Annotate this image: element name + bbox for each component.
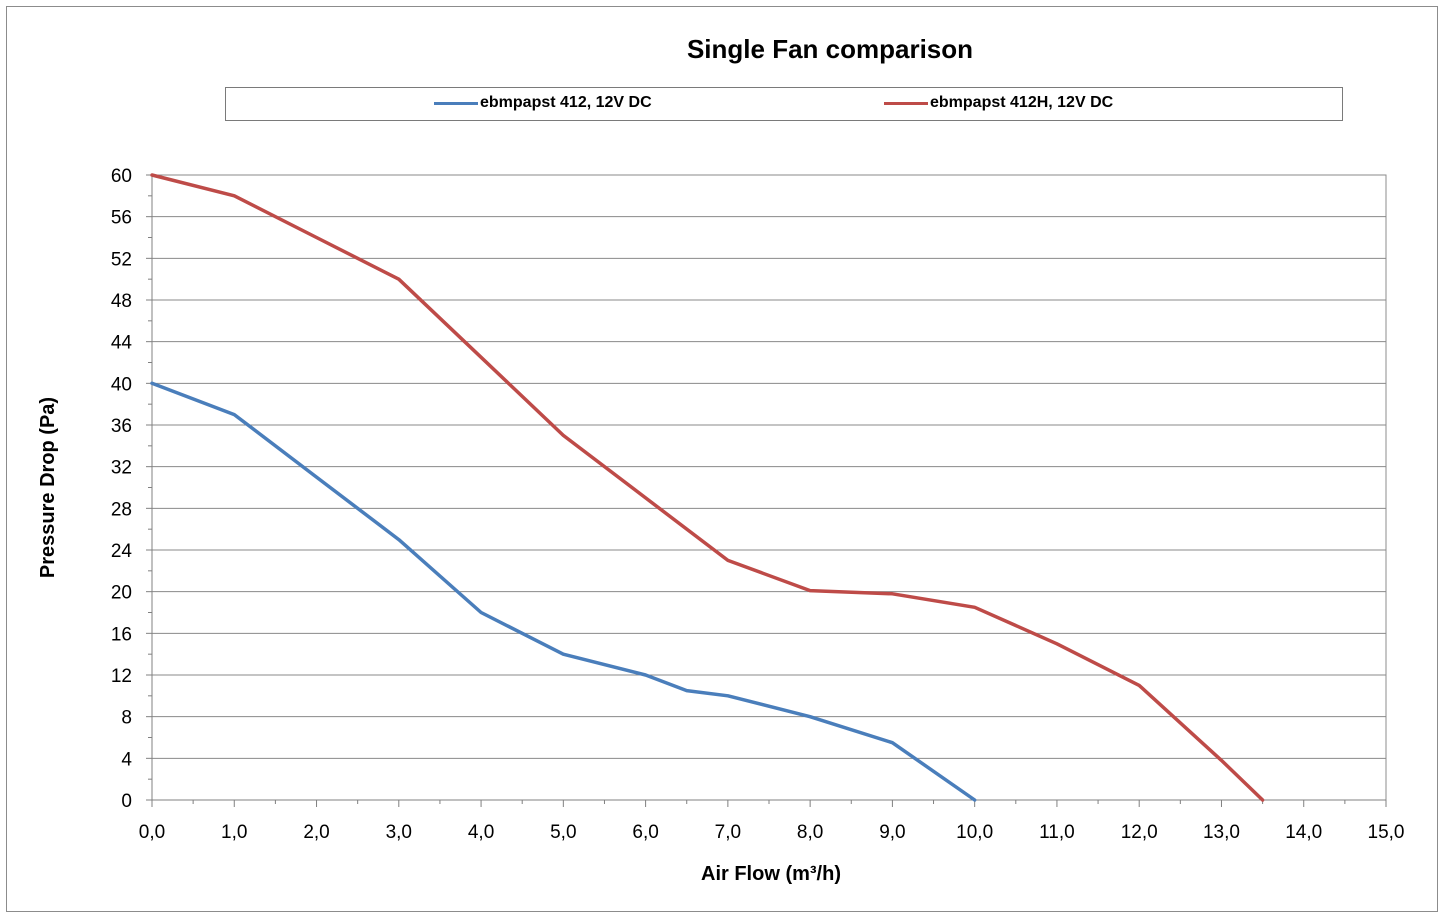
y-tick-label: 48 (111, 291, 132, 312)
y-tick-label: 36 (111, 416, 132, 437)
y-tick-label: 24 (111, 541, 133, 562)
y-tick-label: 28 (111, 499, 132, 520)
x-tick-label: 11,0 (1039, 822, 1075, 843)
y-tick-label: 16 (111, 624, 132, 645)
x-tick-label: 13,0 (1203, 822, 1240, 843)
x-tick-label: 3,0 (386, 822, 412, 843)
y-tick-label: 4 (121, 749, 132, 770)
legend-entry-series-1: ebmpapst 412, 12V DC (434, 94, 652, 112)
x-tick-label: 4,0 (468, 822, 494, 843)
legend-swatch-series-2 (884, 101, 928, 105)
axis-layer (146, 174, 1387, 807)
x-tick-label: 2,0 (303, 822, 329, 843)
y-tick-label: 12 (111, 666, 132, 687)
x-tick-label: 9,0 (879, 822, 905, 843)
series-line-1 (150, 381, 977, 802)
legend-label-series-1: ebmpapst 412, 12V DC (480, 94, 652, 111)
y-axis-title: Pressure Drop (Pa) (37, 397, 59, 578)
y-tick-label: 32 (111, 458, 132, 479)
x-tick-label: 14,0 (1285, 822, 1322, 843)
y-tick-label: 8 (121, 708, 132, 729)
x-axis-title: Air Flow (m³/h) (701, 863, 841, 885)
x-tick-label: 6,0 (632, 822, 658, 843)
x-tick-label: 8,0 (797, 822, 823, 843)
chart-frame (6, 6, 1438, 912)
chart-title: Single Fan comparison (686, 34, 974, 64)
x-tick-label: 5,0 (550, 822, 576, 843)
x-tick-label: 10,0 (956, 822, 993, 843)
y-tick-label: 20 (111, 583, 132, 604)
y-tick-label: 52 (111, 249, 132, 270)
legend: ebmpapst 412, 12V DC ebmpapst 412H, 12V … (225, 87, 1343, 121)
legend-entry-series-2: ebmpapst 412H, 12V DC (884, 94, 1113, 112)
series-layer (150, 173, 1265, 802)
series-line-2 (150, 173, 1265, 802)
x-tick-label: 15,0 (1368, 822, 1405, 843)
x-tick-label: 0,0 (139, 822, 165, 843)
y-tick-label: 44 (111, 333, 133, 354)
y-tick-label: 0 (121, 791, 132, 812)
y-tick-label: 56 (111, 208, 132, 229)
legend-label-series-2: ebmpapst 412H, 12V DC (930, 94, 1114, 111)
x-tick-label: 7,0 (715, 822, 741, 843)
x-tick-label: 1,0 (221, 822, 247, 843)
y-tick-label: 60 (111, 166, 132, 187)
y-tick-label: 40 (111, 374, 132, 395)
legend-swatch-series-1 (434, 101, 478, 105)
x-tick-label: 12,0 (1121, 822, 1158, 843)
